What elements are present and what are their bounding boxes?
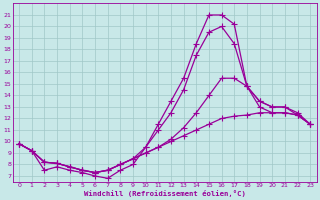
X-axis label: Windchill (Refroidissement éolien,°C): Windchill (Refroidissement éolien,°C) — [84, 190, 245, 197]
